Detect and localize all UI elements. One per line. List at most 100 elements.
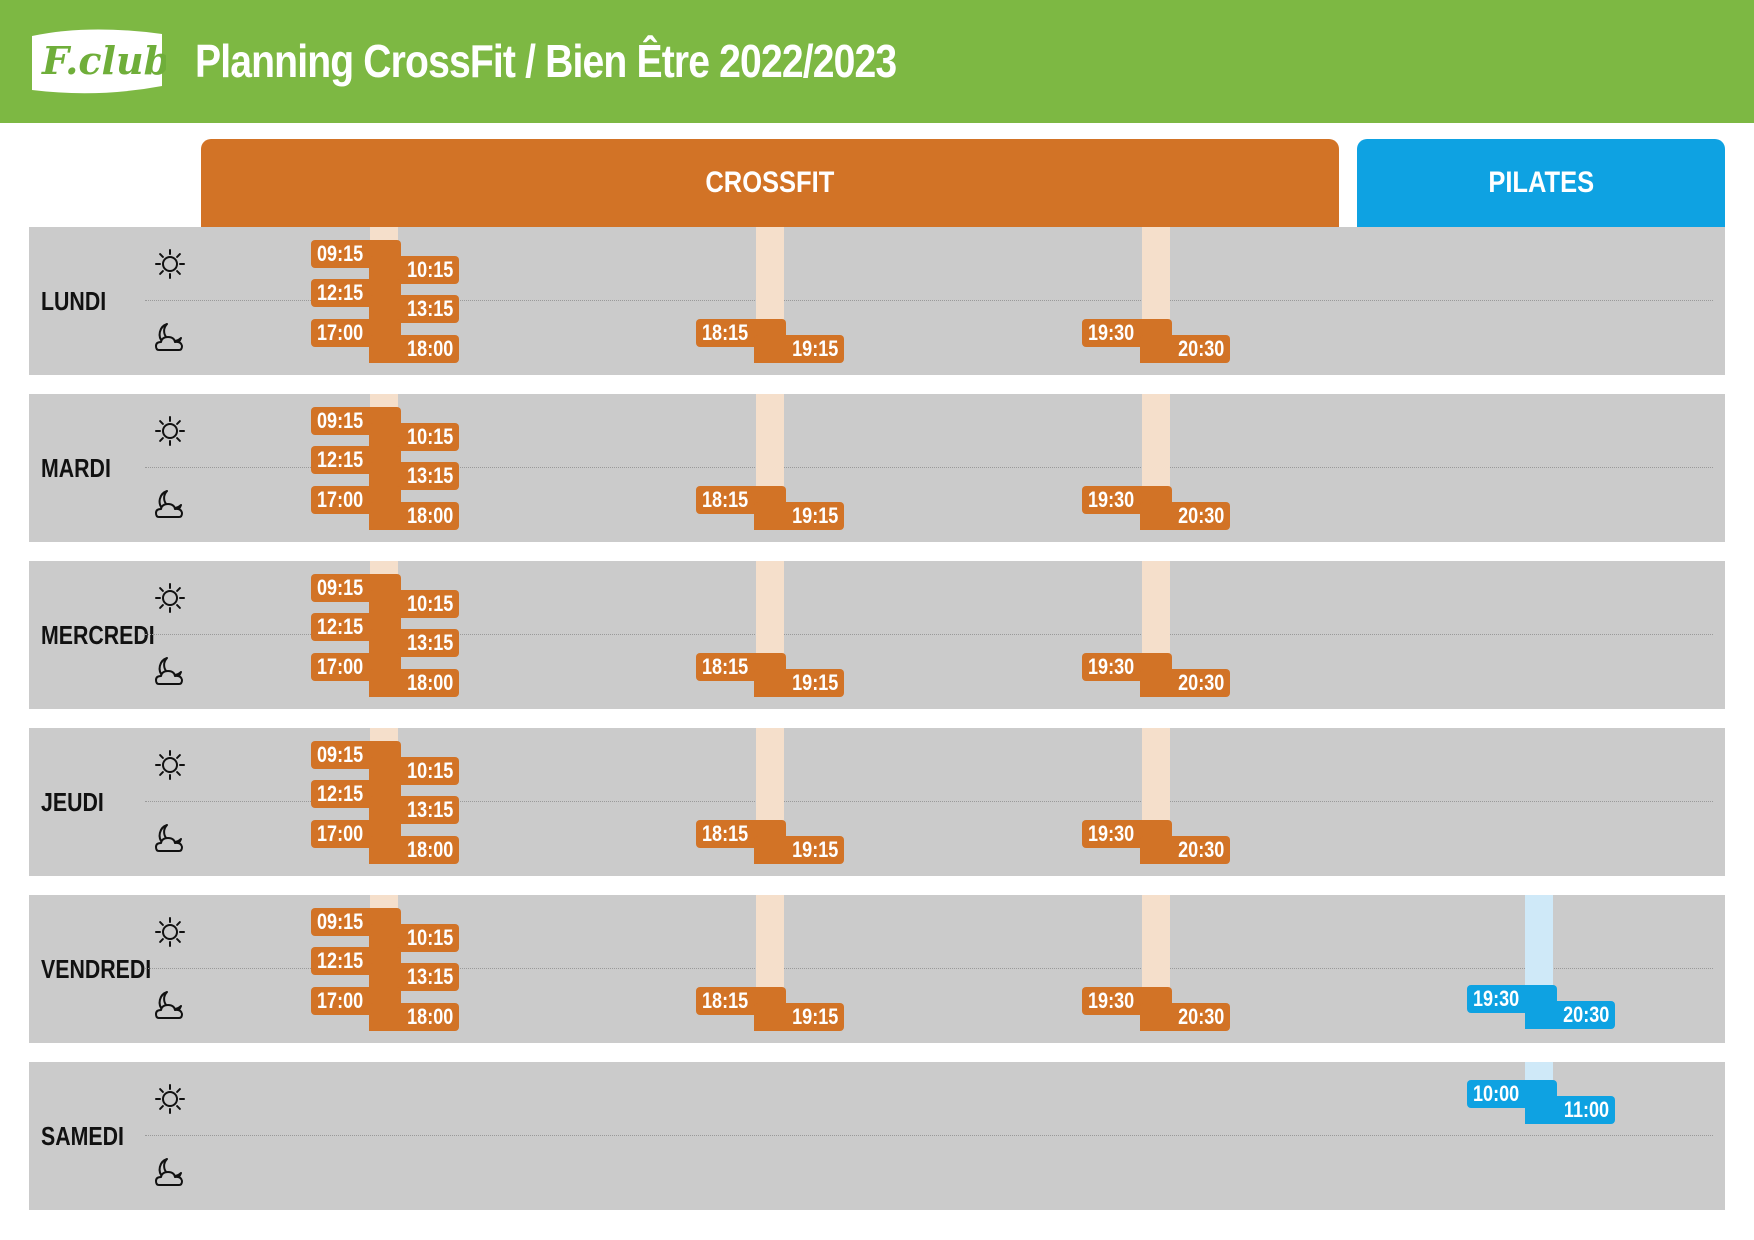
day-row-jeudi: JEUDI 09:15 10:15 12:15 13:15 17:00 18:00 18:15… bbox=[29, 728, 1725, 876]
row-divider bbox=[145, 801, 1713, 802]
sun-icon bbox=[153, 581, 187, 615]
crossfit-time-slot: 19:30 20:30 bbox=[1082, 820, 1232, 864]
slot-start-time: 18:15 bbox=[696, 820, 786, 848]
day-row-vendredi: VENDREDI 09:15 10:15 12:15 13:15 17:00 18:00 18… bbox=[29, 895, 1725, 1043]
slot-start-time: 12:15 bbox=[311, 279, 401, 307]
crossfit-ribbon bbox=[756, 394, 784, 496]
slot-end-time: 20:30 bbox=[1140, 669, 1230, 697]
slot-end-time: 11:00 bbox=[1525, 1096, 1615, 1124]
slot-end-time: 20:30 bbox=[1140, 502, 1230, 530]
row-divider bbox=[145, 467, 1713, 468]
slot-end-time: 13:15 bbox=[369, 462, 459, 490]
slot-end-time: 20:30 bbox=[1140, 335, 1230, 363]
day-row-lundi: LUNDI 09:15 10:15 12:15 13:15 17:00 18:00 18:15… bbox=[29, 227, 1725, 375]
crossfit-time-slot: 17:00 18:00 bbox=[311, 820, 461, 864]
crossfit-time-slot: 18:15 19:15 bbox=[696, 319, 846, 363]
sun-icon bbox=[153, 915, 187, 949]
header-bar: F.club Planning CrossFit / Bien Être 202… bbox=[0, 0, 1754, 123]
slot-end-time: 10:15 bbox=[369, 423, 459, 451]
pilates-ribbon bbox=[1525, 895, 1553, 997]
slot-end-time: 13:15 bbox=[369, 629, 459, 657]
crossfit-time-slot: 19:30 20:30 bbox=[1082, 319, 1232, 363]
crossfit-time-slot: 12:15 13:15 bbox=[311, 446, 461, 490]
crossfit-ribbon bbox=[756, 227, 784, 329]
slot-end-time: 19:15 bbox=[754, 335, 844, 363]
crossfit-time-slot: 09:15 10:15 bbox=[311, 574, 461, 618]
slot-start-time: 17:00 bbox=[311, 486, 401, 514]
crossfit-time-slot: 09:15 10:15 bbox=[311, 908, 461, 952]
crossfit-time-slot: 18:15 19:15 bbox=[696, 653, 846, 697]
slot-end-time: 18:00 bbox=[369, 502, 459, 530]
crossfit-time-slot: 18:15 19:15 bbox=[696, 486, 846, 530]
slot-end-time: 19:15 bbox=[754, 836, 844, 864]
crossfit-time-slot: 19:30 20:30 bbox=[1082, 653, 1232, 697]
crossfit-column-header: CROSSFIT bbox=[201, 139, 1339, 227]
moon-cloud-icon bbox=[153, 821, 187, 855]
slot-end-time: 20:30 bbox=[1525, 1001, 1615, 1029]
slot-end-time: 10:15 bbox=[369, 924, 459, 952]
crossfit-time-slot: 12:15 13:15 bbox=[311, 613, 461, 657]
moon-cloud-icon bbox=[153, 988, 187, 1022]
pilates-time-slot: 10:00 11:00 bbox=[1467, 1080, 1617, 1124]
crossfit-ribbon bbox=[1142, 394, 1170, 496]
crossfit-time-slot: 12:15 13:15 bbox=[311, 279, 461, 323]
slot-end-time: 18:00 bbox=[369, 836, 459, 864]
moon-cloud-icon bbox=[153, 654, 187, 688]
fclub-logo: F.club bbox=[32, 29, 166, 94]
pilates-column-header: PILATES bbox=[1357, 139, 1725, 227]
crossfit-time-slot: 18:15 19:15 bbox=[696, 987, 846, 1031]
row-divider bbox=[145, 634, 1713, 635]
crossfit-ribbon bbox=[1142, 895, 1170, 997]
crossfit-time-slot: 09:15 10:15 bbox=[311, 741, 461, 785]
slot-end-time: 20:30 bbox=[1140, 836, 1230, 864]
crossfit-time-slot: 19:30 20:30 bbox=[1082, 987, 1232, 1031]
svg-text:F.club: F.club bbox=[41, 38, 166, 83]
moon-cloud-icon bbox=[153, 1155, 187, 1189]
day-label: LUNDI bbox=[41, 285, 107, 316]
crossfit-ribbon bbox=[756, 561, 784, 663]
slot-start-time: 09:15 bbox=[311, 407, 401, 435]
day-row-mercredi: MERCREDI 09:15 10:15 12:15 13:15 17:00 18:00 18… bbox=[29, 561, 1725, 709]
crossfit-time-slot: 17:00 18:00 bbox=[311, 486, 461, 530]
crossfit-time-slot: 09:15 10:15 bbox=[311, 407, 461, 451]
moon-cloud-icon bbox=[153, 320, 187, 354]
sun-icon bbox=[153, 247, 187, 281]
crossfit-ribbon bbox=[1142, 561, 1170, 663]
day-row-samedi: SAMEDI 10:00 11:00 bbox=[29, 1062, 1725, 1210]
crossfit-time-slot: 19:30 20:30 bbox=[1082, 486, 1232, 530]
slot-end-time: 13:15 bbox=[369, 963, 459, 991]
slot-start-time: 09:15 bbox=[311, 908, 401, 936]
slot-end-time: 13:15 bbox=[369, 796, 459, 824]
slot-end-time: 20:30 bbox=[1140, 1003, 1230, 1031]
day-row-mardi: MARDI 09:15 10:15 12:15 13:15 17:00 18:00 18:15… bbox=[29, 394, 1725, 542]
crossfit-ribbon bbox=[1142, 227, 1170, 329]
slot-end-time: 19:15 bbox=[754, 1003, 844, 1031]
slot-start-time: 09:15 bbox=[311, 574, 401, 602]
row-divider bbox=[145, 1135, 1713, 1136]
crossfit-ribbon bbox=[1142, 728, 1170, 830]
sun-icon bbox=[153, 1082, 187, 1116]
page-title: Planning CrossFit / Bien Être 2022/2023 bbox=[195, 35, 897, 87]
crossfit-time-slot: 12:15 13:15 bbox=[311, 780, 461, 824]
day-label: JEUDI bbox=[41, 786, 104, 817]
crossfit-time-slot: 18:15 19:15 bbox=[696, 820, 846, 864]
slot-end-time: 18:00 bbox=[369, 335, 459, 363]
day-label: VENDREDI bbox=[41, 953, 152, 984]
row-divider bbox=[145, 968, 1713, 969]
crossfit-time-slot: 17:00 18:00 bbox=[311, 987, 461, 1031]
crossfit-ribbon bbox=[756, 895, 784, 997]
row-divider bbox=[145, 300, 1713, 301]
day-label: MERCREDI bbox=[41, 619, 155, 650]
slot-end-time: 18:00 bbox=[369, 669, 459, 697]
slot-end-time: 18:00 bbox=[369, 1003, 459, 1031]
slot-end-time: 19:15 bbox=[754, 669, 844, 697]
slot-start-time: 18:15 bbox=[696, 987, 786, 1015]
slot-end-time: 13:15 bbox=[369, 295, 459, 323]
crossfit-time-slot: 09:15 10:15 bbox=[311, 240, 461, 284]
moon-cloud-icon bbox=[153, 487, 187, 521]
sun-icon bbox=[153, 748, 187, 782]
day-label: SAMEDI bbox=[41, 1120, 124, 1151]
pilates-time-slot: 19:30 20:30 bbox=[1467, 985, 1617, 1029]
crossfit-ribbon bbox=[756, 728, 784, 830]
day-label: MARDI bbox=[41, 452, 111, 483]
